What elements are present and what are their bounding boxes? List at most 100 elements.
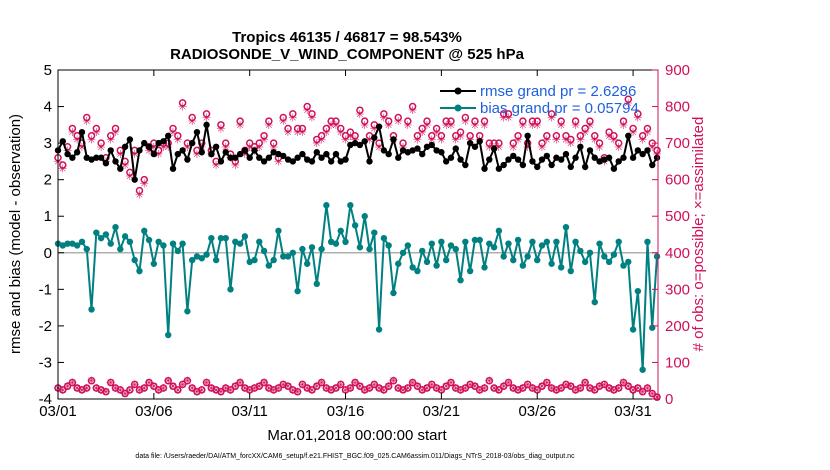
obs-possible-point: [308, 110, 316, 118]
obs-low-assim-point: ✳: [624, 380, 633, 393]
obs-low-possible-point: [614, 384, 623, 392]
bias-point: [510, 256, 517, 264]
obs-low-assim-point: ✳: [341, 384, 350, 397]
obs-possible-point: [68, 124, 77, 133]
obs-low-possible-point: [590, 386, 599, 394]
bias-point: [529, 238, 536, 246]
y2-tick-label: 900: [665, 62, 690, 79]
obs-possible-point: [202, 110, 211, 118]
rmse-point: [97, 154, 105, 161]
obs-possible-point: [605, 128, 613, 136]
obs-low-assim-point: ✳: [628, 384, 637, 397]
obs-assimilated-point: ✳: [581, 126, 590, 139]
bias-point: [538, 242, 546, 249]
rmse-point: [466, 139, 474, 147]
rmse-point: [270, 149, 277, 156]
obs-assimilated-point: ✳: [125, 170, 134, 183]
footer-data-file: data file: /Users/raeder/DAI/ATM_forcXX/…: [135, 453, 575, 460]
bias-point: [423, 258, 431, 266]
obs-low-assim-point: ✳: [293, 386, 302, 399]
obs-possible-point: [284, 124, 292, 133]
obs-possible-point: [413, 132, 422, 140]
obs-assimilated-point: ✳: [595, 141, 604, 154]
obs-assimilated-point: ✳: [135, 188, 144, 201]
obs-low-assim-point: ✳: [82, 382, 91, 395]
y-tick-label: -1: [39, 281, 52, 298]
bias-point: [347, 202, 354, 209]
rmse-point: [318, 154, 325, 161]
obs-assimilated-point: ✳: [379, 112, 388, 125]
bias-point: [577, 247, 584, 255]
bias-point: [275, 227, 282, 235]
obs-possible-point: [313, 135, 321, 144]
obs-possible-point: [322, 124, 331, 133]
rmse-point: [64, 150, 71, 158]
y-tick-label: 2: [44, 172, 52, 189]
obs-assimilated-point: ✳: [422, 119, 431, 132]
obs-possible-point: [504, 110, 513, 118]
obs-possible-point: [317, 132, 326, 140]
y-tick-label: 5: [44, 62, 52, 79]
bias-point: [625, 258, 632, 266]
obs-assimilated-point: ✳: [609, 133, 618, 146]
obs-low-possible-point: [437, 386, 446, 394]
obs-low-assim-point: ✳: [422, 382, 431, 395]
rmse-point: [121, 143, 129, 150]
rmse-point: [634, 147, 642, 154]
obs-low-possible-point: [346, 384, 355, 392]
obs-possible-point: [289, 110, 297, 118]
obs-low-assim-point: ✳: [365, 382, 374, 395]
obs-possible-point: [576, 132, 585, 140]
obs-possible-point: [221, 139, 230, 147]
rmse-point: [236, 150, 244, 158]
obs-possible-point: [624, 95, 633, 103]
rmse-point: [601, 156, 608, 163]
obs-low-assim-point: ✳: [523, 378, 532, 391]
obs-assimilated-point: ✳: [303, 104, 312, 117]
obs-possible-point: [447, 117, 455, 125]
obs-low-possible-point: [523, 380, 532, 389]
y2-tick-label: 500: [665, 208, 690, 225]
bias-point: [64, 240, 71, 247]
bias-point: [174, 247, 182, 255]
obs-possible-point: [217, 121, 225, 129]
rmse-point: [620, 154, 627, 161]
obs-low-possible-point: [423, 384, 431, 392]
obs-assimilated-point: ✳: [370, 122, 379, 135]
obs-assimilated-point: ✳: [298, 126, 307, 139]
rmse-point: [327, 158, 335, 165]
obs-low-assim-point: ✳: [221, 382, 230, 395]
bias-point: [457, 276, 464, 284]
rmse-point: [308, 158, 316, 165]
obs-possible-point: [461, 113, 470, 122]
bias-point: [102, 231, 110, 238]
obs-assimilated-point: ✳: [624, 97, 633, 110]
obs-assimilated-point: ✳: [542, 133, 551, 146]
obs-assimilated-point: ✳: [283, 126, 292, 139]
obs-low-assim-point: ✳: [403, 382, 412, 395]
bias-point: [371, 229, 378, 236]
obs-possible-point: [432, 124, 441, 133]
bias-point: [414, 267, 421, 275]
bias-point: [534, 256, 541, 264]
rmse-point: [586, 147, 594, 154]
obs-low-series: ✳✳✳✳✳✳✳✳✳✳✳✳✳✳✳✳✳✳✳✳✳✳✳✳✳✳✳✳✳✳✳✳✳✳✳✳✳✳✳✳…: [53, 375, 661, 404]
rmse-point: [222, 149, 229, 156]
obs-assimilated-point: ✳: [202, 112, 211, 125]
bias-point: [280, 253, 287, 260]
obs-assimilated-point: ✳: [82, 115, 91, 128]
rmse-point: [155, 139, 162, 147]
bias-point: [500, 253, 507, 260]
rmse-point: [212, 143, 220, 150]
obs-low-assim-point: ✳: [259, 377, 268, 390]
obs-low-assim-point: ✳: [485, 375, 494, 388]
rmse-point: [246, 154, 253, 161]
obs-possible-point: [97, 139, 105, 147]
obs-low-assim-point: ✳: [561, 378, 570, 391]
obs-low-assim-point: ✳: [283, 380, 292, 393]
obs-low-assim-point: ✳: [197, 384, 206, 397]
obs-low-possible-point: [298, 380, 307, 389]
rmse-point: [275, 150, 282, 158]
rmse-point: [351, 139, 359, 147]
legend-bias-marker: [454, 104, 462, 112]
